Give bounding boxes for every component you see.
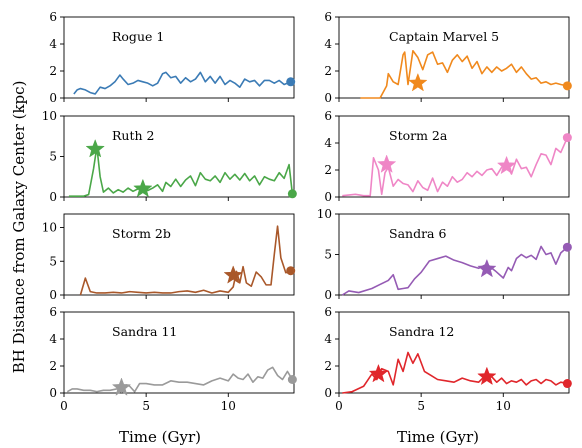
y-tick-label: 6: [49, 10, 57, 24]
y-tick-label: 0: [324, 386, 332, 400]
panel-5: 0 5 10 Sandra 6: [317, 207, 572, 302]
star-marker: [133, 178, 153, 198]
panel-title: Sandra 12: [389, 324, 454, 339]
panel-frame: [338, 213, 570, 296]
star-marker: [496, 155, 517, 175]
panel-title: Sandra 6: [389, 226, 446, 241]
panel-frame: [63, 16, 295, 99]
y-tick-label: 0: [49, 288, 57, 302]
end-point-marker: [562, 242, 572, 252]
y-tick-label: 2: [49, 359, 57, 373]
y-tick-label: 4: [49, 37, 57, 51]
end-point-marker: [286, 266, 296, 276]
series-line: [66, 366, 294, 393]
panels: 0 2 4 6 Rogue 1 0 2 4 6 Captain Marvel 5 0 5 10 Ruth …: [42, 10, 572, 413]
y-tick-label: 4: [324, 136, 332, 150]
y-tick-label: 2: [324, 64, 332, 78]
panel-6: 0 2 4 6 0 5 10 Sandra 11: [49, 305, 297, 413]
series-line: [79, 225, 292, 296]
series-line: [341, 245, 568, 296]
end-point-marker: [562, 133, 572, 143]
series-line: [342, 351, 568, 394]
x-tick-label: 0: [60, 399, 68, 413]
end-point-marker: [287, 189, 297, 199]
panel-title: Sandra 11: [112, 324, 177, 339]
end-point-marker: [286, 77, 296, 87]
panel-frame: [63, 311, 295, 394]
y-tick-label: 2: [324, 163, 332, 177]
y-tick-label: 10: [317, 207, 332, 221]
x-tick-label: 5: [417, 399, 425, 413]
y-tick-label: 6: [324, 109, 332, 123]
x-tick-label: 5: [142, 399, 150, 413]
y-tick-label: 10: [42, 109, 57, 123]
star-marker: [368, 363, 389, 383]
y-tick-label: 5: [49, 254, 57, 268]
x-tick-label: 10: [496, 399, 511, 413]
panel-frame: [63, 213, 295, 296]
y-tick-label: 6: [49, 305, 57, 319]
panel-2: 0 5 10 Ruth 2: [42, 109, 297, 204]
y-tick-label: 2: [324, 359, 332, 373]
end-point-marker: [562, 379, 572, 389]
x-tick-label: 10: [221, 399, 236, 413]
x-axis-title-left: Time (Gyr): [119, 428, 201, 446]
y-tick-label: 4: [49, 332, 57, 346]
y-axis-title: BH Distance from Galaxy Center (kpc): [10, 81, 28, 374]
panel-1: 0 2 4 6 Captain Marvel 5: [324, 10, 572, 105]
y-tick-label: 0: [49, 190, 57, 204]
panel-title: Rogue 1: [112, 29, 164, 44]
panel-title: Captain Marvel 5: [389, 29, 499, 44]
y-tick-label: 0: [49, 386, 57, 400]
panel-4: 0 5 10 Storm 2b: [42, 213, 296, 302]
y-tick-label: 4: [324, 332, 332, 346]
star-marker: [408, 72, 428, 92]
y-tick-label: 4: [324, 37, 332, 51]
panel-title: Storm 2b: [112, 226, 171, 241]
end-point-marker: [562, 81, 572, 91]
panel-3: 0 2 4 6 Storm 2a: [324, 109, 572, 204]
panel-title: Storm 2a: [389, 128, 448, 143]
y-tick-label: 6: [324, 10, 332, 24]
star-marker: [376, 154, 397, 173]
star-marker: [477, 366, 497, 386]
panel-frame: [338, 115, 570, 198]
panel-0: 0 2 4 6 Rogue 1: [49, 10, 296, 105]
y-tick-label: 0: [324, 190, 332, 204]
star-marker: [111, 377, 132, 396]
series-line: [73, 71, 292, 95]
y-tick-label: 2: [49, 64, 57, 78]
panel-frame: [338, 16, 570, 99]
series-line: [360, 49, 568, 99]
y-tick-label: 0: [324, 91, 332, 105]
y-tick-label: 5: [49, 150, 57, 164]
panel-7: 0 2 4 6 0 5 10 Sandra 12: [324, 305, 572, 413]
panel-title: Ruth 2: [112, 128, 154, 143]
y-tick-label: 0: [324, 288, 332, 302]
star-marker: [223, 265, 243, 284]
y-tick-label: 0: [49, 91, 57, 105]
y-tick-label: 10: [42, 221, 57, 235]
star-marker: [85, 138, 105, 158]
y-tick-label: 6: [324, 305, 332, 319]
y-tick-label: 5: [324, 248, 332, 262]
series-line: [68, 145, 294, 197]
series-line: [342, 137, 569, 197]
panel-frame: [338, 311, 570, 394]
star-marker: [477, 258, 497, 278]
x-tick-label: 0: [335, 399, 343, 413]
end-point-marker: [287, 375, 297, 384]
x-axis-title-right: Time (Gyr): [397, 428, 479, 446]
